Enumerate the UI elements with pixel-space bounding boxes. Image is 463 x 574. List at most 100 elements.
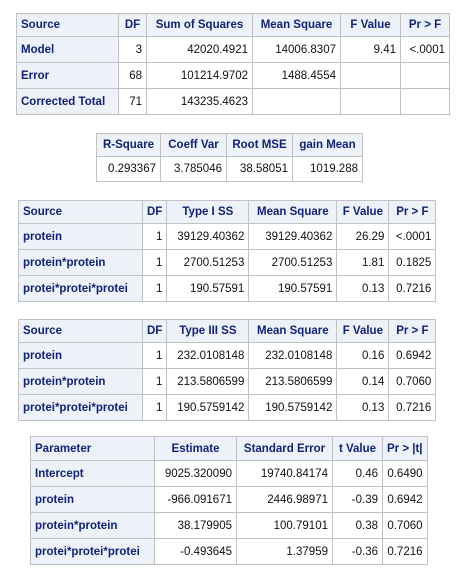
row-header: protein: [30, 486, 155, 513]
cell-p: <.0001: [388, 223, 437, 250]
cell-f: 0.16: [336, 342, 390, 369]
cell-p: <.0001: [400, 36, 450, 63]
col-header-rootmse: Root MSE: [226, 133, 293, 157]
cell-p: 0.7060: [388, 368, 437, 395]
table-row: protei*protei*protei 1 190.57591 190.575…: [18, 275, 437, 302]
cell-ms: 190.57591: [248, 275, 338, 302]
table-row: Corrected Total 71 143235.4623: [16, 88, 450, 115]
col-header-p: Pr > |t|: [382, 436, 428, 461]
cell-ms: 232.0108148: [248, 342, 338, 369]
cell-p: 0.6942: [388, 342, 437, 369]
row-header: protein*protein: [18, 368, 143, 395]
cell-df: 1: [141, 394, 168, 421]
col-header-ss: Type I SS: [166, 200, 250, 224]
anova-table: Source DF Sum of Squares Mean Square F V…: [16, 13, 450, 115]
cell-f: 0.13: [336, 275, 390, 302]
row-header: Intercept: [30, 460, 155, 487]
cell-f: [340, 88, 401, 115]
table-row: protein -966.091671 2446.98971 -0.39 0.6…: [30, 486, 428, 513]
cell-f: 9.41: [340, 36, 401, 63]
cell-ss: 2700.51253: [166, 249, 250, 276]
cell-ss: 101214.9702: [146, 62, 253, 89]
cell-f: [340, 62, 401, 89]
cell-t: 0.46: [332, 460, 383, 487]
cell-p: 0.6490: [382, 460, 428, 487]
cell-df: 1: [141, 275, 168, 302]
row-header: Error: [16, 62, 119, 89]
col-header-f: F Value: [336, 200, 390, 224]
row-header: protein*protein: [30, 512, 155, 539]
col-header-stderr: Standard Error: [236, 436, 333, 461]
cell-p: 0.7060: [382, 512, 428, 539]
table-row: 0.293367 3.785046 38.58051 1019.288: [96, 156, 363, 182]
table-row: Intercept 9025.320090 19740.84174 0.46 0…: [30, 460, 428, 487]
col-header-p: Pr > F: [388, 200, 437, 224]
cell-rootmse: 38.58051: [226, 156, 293, 182]
cell-coeffvar: 3.785046: [160, 156, 227, 182]
col-header-df: DF: [141, 319, 168, 343]
row-header: Corrected Total: [16, 88, 119, 115]
table-row: protein*protein 1 213.5806599 213.580659…: [18, 368, 437, 395]
cell-ss: 232.0108148: [166, 342, 250, 369]
table-row: protein 1 232.0108148 232.0108148 0.16 0…: [18, 342, 437, 369]
col-header-t: t Value: [332, 436, 383, 461]
col-header-source: Source: [16, 13, 119, 37]
cell-df: 1: [141, 368, 168, 395]
cell-ms: 1488.4554: [252, 62, 341, 89]
fit-stats-table: R-Square Coeff Var Root MSE gain Mean 0.…: [96, 133, 363, 182]
cell-p: 0.7216: [382, 538, 428, 565]
col-header-ms: Mean Square: [248, 200, 338, 224]
row-header: protei*protei*protei: [18, 275, 143, 302]
cell-stderr: 1.37959: [236, 538, 333, 565]
cell-t: 0.38: [332, 512, 383, 539]
row-header: protein: [18, 342, 143, 369]
row-header: protein: [18, 223, 143, 250]
col-header-df: DF: [118, 13, 147, 37]
row-header: protein*protein: [18, 249, 143, 276]
cell-rsquare: 0.293367: [96, 156, 161, 182]
cell-ms: 213.5806599: [248, 368, 338, 395]
table-row: protein*protein 38.179905 100.79101 0.38…: [30, 512, 428, 539]
table-row: protein*protein 1 2700.51253 2700.51253 …: [18, 249, 437, 276]
cell-p: 0.7216: [388, 394, 437, 421]
col-header-p: Pr > F: [388, 319, 437, 343]
cell-df: 68: [118, 62, 147, 89]
cell-ms: 14006.8307: [252, 36, 341, 63]
col-header-f: F Value: [340, 13, 401, 37]
parameter-estimates-table: Parameter Estimate Standard Error t Valu…: [30, 436, 428, 565]
row-header: protei*protei*protei: [18, 394, 143, 421]
cell-estimate: -0.493645: [154, 538, 237, 565]
cell-df: 1: [141, 223, 168, 250]
cell-df: 1: [141, 249, 168, 276]
cell-stderr: 100.79101: [236, 512, 333, 539]
cell-ms: 190.5759142: [248, 394, 338, 421]
table-row: Error 68 101214.9702 1488.4554: [16, 62, 450, 89]
cell-p: 0.7216: [388, 275, 437, 302]
type3-ss-table: Source DF Type III SS Mean Square F Valu…: [18, 319, 437, 421]
cell-ss: 143235.4623: [146, 88, 253, 115]
col-header-source: Source: [18, 200, 143, 224]
table-row: protei*protei*protei -0.493645 1.37959 -…: [30, 538, 428, 565]
table-row: protein 1 39129.40362 39129.40362 26.29 …: [18, 223, 437, 250]
cell-stderr: 19740.84174: [236, 460, 333, 487]
cell-ss: 42020.4921: [146, 36, 253, 63]
cell-estimate: 38.179905: [154, 512, 237, 539]
cell-ms: 39129.40362: [248, 223, 338, 250]
type1-ss-table: Source DF Type I SS Mean Square F Value …: [18, 200, 437, 302]
cell-f: 1.81: [336, 249, 390, 276]
cell-ms: [252, 88, 341, 115]
cell-f: 0.13: [336, 394, 390, 421]
col-header-p: Pr > F: [400, 13, 450, 37]
cell-p: [400, 62, 450, 89]
cell-df: 3: [118, 36, 147, 63]
cell-df: 71: [118, 88, 147, 115]
col-header-f: F Value: [336, 319, 390, 343]
table-row: protei*protei*protei 1 190.5759142 190.5…: [18, 394, 437, 421]
col-header-ms: Mean Square: [248, 319, 338, 343]
col-header-df: DF: [141, 200, 168, 224]
col-header-parameter: Parameter: [30, 436, 155, 461]
cell-ss: 190.5759142: [166, 394, 250, 421]
table-row: Model 3 42020.4921 14006.8307 9.41 <.000…: [16, 36, 450, 63]
cell-p: 0.6942: [382, 486, 428, 513]
cell-f: 26.29: [336, 223, 390, 250]
